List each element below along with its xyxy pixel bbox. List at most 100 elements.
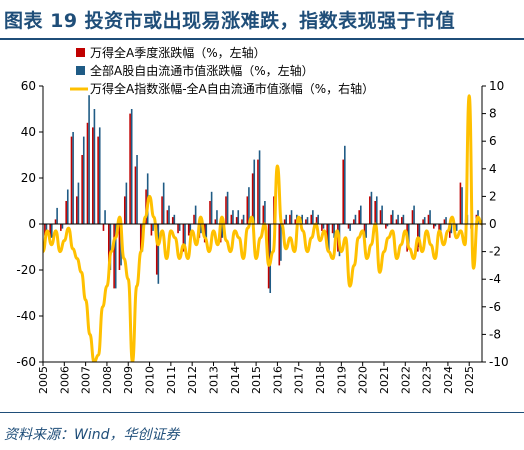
bar-blue: [248, 187, 250, 224]
bar-blue: [125, 182, 128, 224]
bar-blue: [189, 224, 192, 234]
bar-blue: [93, 109, 96, 224]
bar-red: [241, 219, 243, 224]
bar-blue: [82, 136, 85, 224]
bar-red: [166, 210, 169, 224]
x-tick-label: 2018: [314, 366, 327, 394]
bar-blue: [136, 155, 138, 224]
bar-red: [230, 214, 233, 224]
bar-red: [97, 136, 99, 224]
bar-blue: [194, 205, 197, 224]
bar-red: [81, 155, 83, 224]
bar-red: [411, 210, 414, 224]
bar-red: [123, 196, 126, 224]
bar-blue: [407, 224, 410, 247]
y-left-tick-label: 40: [21, 125, 36, 139]
bar-blue: [258, 150, 261, 224]
bar-red: [294, 219, 297, 224]
bar-blue: [216, 210, 218, 224]
y-right-tick-label: 8: [489, 107, 497, 121]
legend-swatch: [76, 48, 85, 57]
bar-blue: [237, 210, 240, 224]
bar-blue: [77, 182, 80, 224]
x-tick-label: 2011: [165, 366, 178, 394]
bar-red: [118, 224, 121, 270]
y-left-tick-label: -40: [16, 309, 36, 323]
x-tick-label: 2016: [271, 366, 284, 394]
y-right-tick-label: 4: [489, 162, 497, 176]
y-left-tick-label: -20: [16, 263, 36, 277]
x-tick-label: 2021: [378, 366, 391, 394]
bar-blue: [109, 224, 112, 270]
legend-label: 全部A股自由流通市值涨跌幅（%，左轴）: [90, 63, 314, 78]
bar-red: [321, 224, 323, 231]
bar-red: [257, 159, 259, 224]
bar-blue: [391, 210, 394, 224]
x-tick-label: 2010: [144, 366, 157, 394]
x-tick-label: 2007: [80, 366, 93, 394]
bar-red: [139, 224, 142, 252]
bar-blue: [72, 132, 74, 224]
bar-blue: [200, 224, 202, 234]
bar-red: [113, 224, 115, 289]
bar-red: [422, 219, 424, 224]
bar-blue: [344, 145, 346, 224]
bar-blue: [178, 224, 181, 231]
bar-red: [427, 214, 430, 224]
bar-red: [187, 224, 190, 236]
bar-red: [401, 217, 403, 224]
bar-red: [246, 196, 249, 224]
bar-blue: [210, 191, 213, 224]
bar-blue: [461, 187, 463, 224]
bar-red: [262, 205, 265, 224]
bar-red: [283, 219, 286, 224]
bar-blue: [157, 224, 160, 284]
bar-red: [209, 201, 211, 224]
bar-blue: [61, 224, 64, 229]
title-bar: 图表 19 投资市或出现易涨难跌，指数表现强于市值: [0, 0, 524, 40]
y-right-tick-label: 6: [489, 134, 497, 148]
bar-blue: [280, 224, 282, 261]
bar-red: [161, 196, 163, 224]
bar-red: [150, 224, 153, 236]
bar-blue: [162, 182, 165, 224]
bar-blue: [397, 214, 399, 224]
bar-red: [102, 224, 105, 231]
source-note: 资料来源：Wind，华创证券: [4, 427, 180, 443]
x-tick-label: 2005: [37, 366, 50, 394]
bar-blue: [232, 210, 234, 224]
bar-red: [155, 224, 158, 275]
x-tick-label: 2015: [250, 366, 263, 394]
bar-red: [60, 224, 62, 231]
bar-blue: [168, 205, 170, 224]
bar-red: [289, 214, 291, 224]
bar-blue: [50, 224, 53, 238]
bar-blue: [322, 224, 325, 229]
bar-red: [235, 217, 238, 224]
x-tick-label: 2006: [58, 366, 71, 394]
bar-blue: [359, 205, 362, 224]
bar-blue: [306, 217, 309, 224]
bar-blue: [285, 214, 288, 224]
x-tick-label: 2012: [186, 366, 199, 394]
y-right-tick-label: 0: [489, 217, 497, 231]
bar-red: [374, 201, 376, 224]
bar-red: [459, 182, 462, 224]
x-tick-label: 2009: [122, 366, 135, 394]
bar-blue: [450, 224, 453, 234]
bar-red: [347, 224, 350, 229]
bar-red: [193, 214, 195, 224]
bar-blue: [349, 224, 351, 231]
legend: 万得全A季度涨跌幅（%，左轴） 全部A股自由流通市值涨跌幅（%，左轴） 万得全A指数…: [70, 45, 374, 96]
y-left-tick-label: 0: [28, 217, 36, 231]
y-right-tick-label: -6: [489, 300, 501, 314]
bar-blue: [312, 210, 314, 224]
x-tick-label: 2019: [335, 366, 348, 394]
bar-red: [182, 224, 185, 252]
bar-blue: [173, 214, 176, 224]
bar-blue: [386, 224, 389, 227]
bar-blue: [354, 214, 357, 224]
bar-blue: [418, 224, 421, 247]
bar-red: [315, 217, 318, 224]
